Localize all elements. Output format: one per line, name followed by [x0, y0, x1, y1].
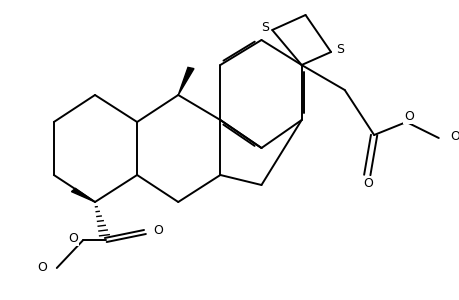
Text: O: O [403, 110, 413, 122]
Polygon shape [178, 68, 194, 95]
Text: O: O [363, 177, 372, 190]
Polygon shape [71, 188, 95, 202]
Text: O: O [449, 130, 459, 143]
Text: O: O [37, 261, 47, 274]
Text: S: S [336, 43, 343, 56]
Text: S: S [261, 21, 269, 34]
Text: O: O [68, 232, 78, 245]
Text: O: O [153, 224, 162, 237]
